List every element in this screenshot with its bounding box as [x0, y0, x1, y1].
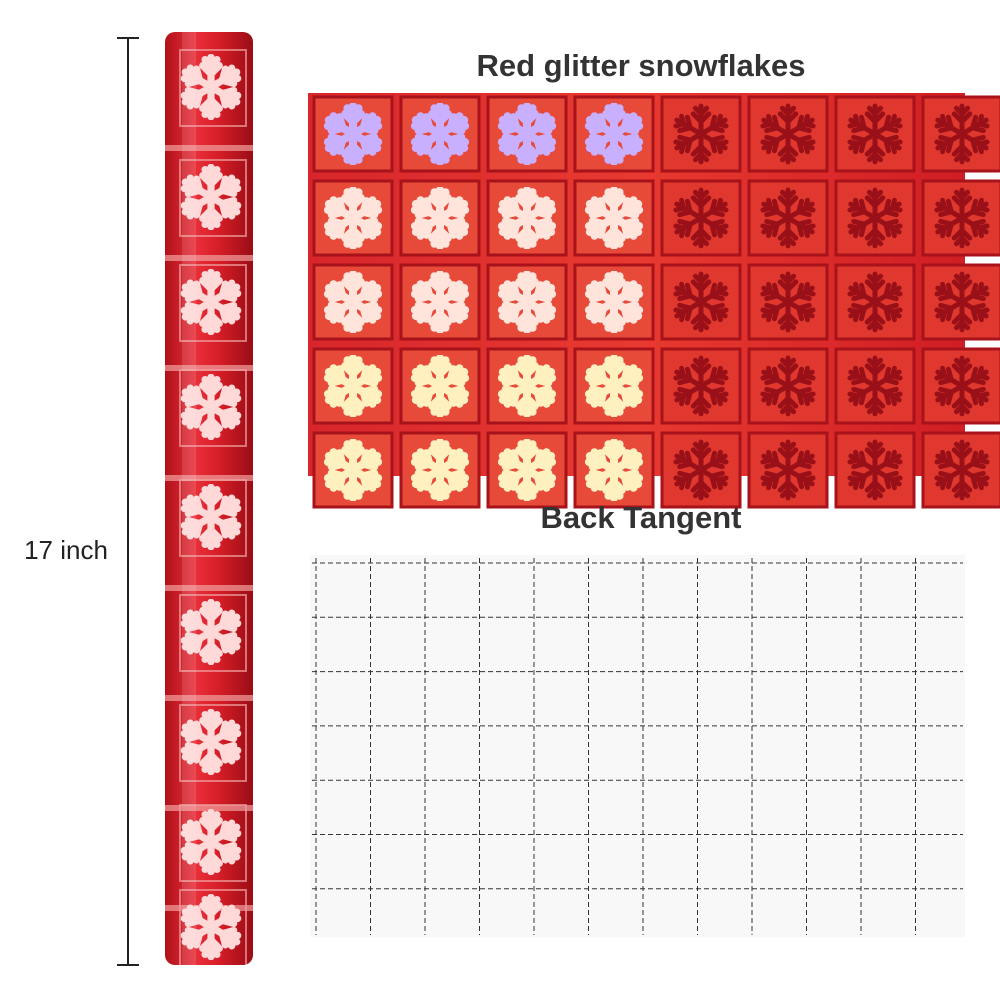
- label-bg: [10, 530, 122, 570]
- paper-roll: [165, 32, 253, 965]
- flake-square: [179, 804, 247, 882]
- flake-square: [179, 49, 247, 127]
- snowflake: [586, 274, 642, 330]
- glitter-band: [165, 475, 253, 481]
- snowflake: [412, 274, 468, 330]
- snowflake: [412, 190, 468, 246]
- snowflake: [586, 106, 642, 162]
- snowflake: [499, 274, 555, 330]
- front-pattern: [308, 93, 1000, 509]
- back-grid: [310, 555, 965, 937]
- flake-square: [179, 369, 247, 447]
- snowflake: [412, 106, 468, 162]
- snowflake: [325, 358, 381, 414]
- snowflake: [586, 442, 642, 498]
- front-title: Red glitter snowflakes: [476, 48, 805, 83]
- dimension-indicator: [117, 37, 139, 966]
- snowflake: [586, 190, 642, 246]
- snowflake: [412, 442, 468, 498]
- flake-square: [179, 594, 247, 672]
- flake-square: [179, 704, 247, 782]
- glitter-band: [165, 255, 253, 261]
- glitter-band: [165, 585, 253, 591]
- glitter-band: [165, 365, 253, 371]
- glitter-band: [165, 695, 253, 701]
- snowflake: [499, 190, 555, 246]
- flake-square: [179, 479, 247, 557]
- flake-square: [179, 889, 247, 965]
- snowflake: [325, 274, 381, 330]
- flake-square: [179, 159, 247, 237]
- snowflake: [586, 358, 642, 414]
- snowflake: [412, 358, 468, 414]
- snowflake: [325, 190, 381, 246]
- snowflake: [499, 106, 555, 162]
- snowflake: [499, 358, 555, 414]
- snowflake: [499, 442, 555, 498]
- glitter-band: [165, 805, 253, 811]
- snowflake: [325, 442, 381, 498]
- back-title: Back Tangent: [541, 500, 742, 535]
- roll-highlight: [182, 32, 196, 965]
- glitter-band: [165, 145, 253, 151]
- snowflake: [325, 106, 381, 162]
- dimension-label: 17 inch: [24, 535, 108, 565]
- flake-square: [179, 264, 247, 342]
